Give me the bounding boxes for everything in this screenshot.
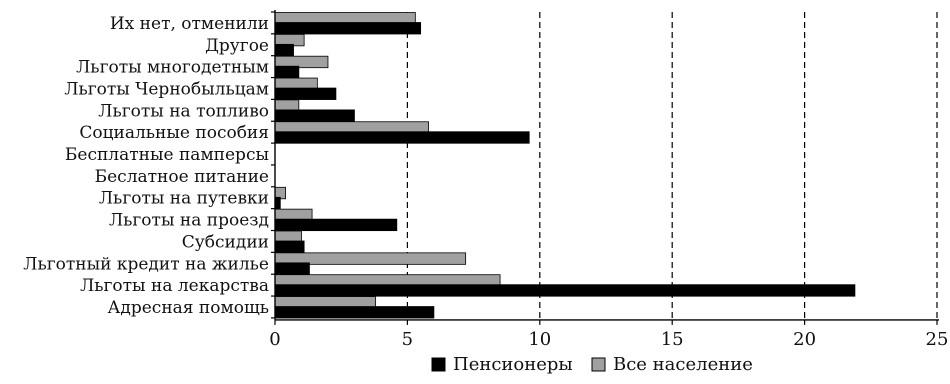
category-label: Льготы Чернобыльцам xyxy=(64,79,269,99)
bar-pensioners-2 xyxy=(274,65,300,79)
x-tick-label: 25 xyxy=(926,329,949,350)
axes xyxy=(271,10,939,325)
bar-pensioners-1 xyxy=(274,43,294,57)
legend-swatch-all-population xyxy=(591,357,606,372)
category-label: Льготы на топливо xyxy=(98,101,269,121)
bar-pensioners-10 xyxy=(274,240,305,253)
bar-pensioners-9 xyxy=(274,218,398,232)
bar-pensioners-13 xyxy=(274,306,435,319)
x-tick-label: 15 xyxy=(661,329,684,350)
legend-swatch-pensioners xyxy=(431,357,446,372)
category-label: Беслатное питание xyxy=(95,167,269,187)
category-label: Льготы на лекарства xyxy=(80,276,269,296)
category-label: Бесплатные памперсы xyxy=(65,145,269,165)
category-label: Адресная помощь xyxy=(108,298,269,318)
bar-pensioners-11 xyxy=(274,262,310,275)
x-tick-label: 0 xyxy=(269,329,280,350)
legend-label-all-population: Все население xyxy=(613,354,753,375)
bar-pensioners-3 xyxy=(274,87,337,100)
category-label: Льготный кредит на жилье xyxy=(23,254,269,274)
x-tick-label: 20 xyxy=(793,329,816,350)
x-tick-labels: 0 5 10 15 20 25 xyxy=(269,329,948,350)
category-label: Льготы на проезд xyxy=(109,211,269,231)
category-label: Льготы на путевки xyxy=(99,189,269,209)
category-label: Льготы многодетным xyxy=(76,58,269,78)
bar-pensioners-0 xyxy=(274,22,422,35)
category-label: Их нет, отменили xyxy=(110,14,269,34)
bar-pensioners-12 xyxy=(274,284,856,297)
legend: Пенсионеры Все население xyxy=(431,354,753,375)
gridlines xyxy=(406,12,938,320)
category-label: Субсидии xyxy=(182,232,269,252)
x-tick-label: 10 xyxy=(528,329,551,350)
legend-label-pensioners: Пенсионеры xyxy=(453,354,573,375)
category-label: Социальные пособия xyxy=(79,123,269,143)
bar-pensioners-8 xyxy=(274,196,281,210)
x-tick-label: 5 xyxy=(402,329,413,350)
bars xyxy=(274,12,856,319)
bar-pensioners-5 xyxy=(274,131,530,144)
bar-pensioners-4 xyxy=(274,109,355,122)
category-label: Другое xyxy=(205,36,269,56)
